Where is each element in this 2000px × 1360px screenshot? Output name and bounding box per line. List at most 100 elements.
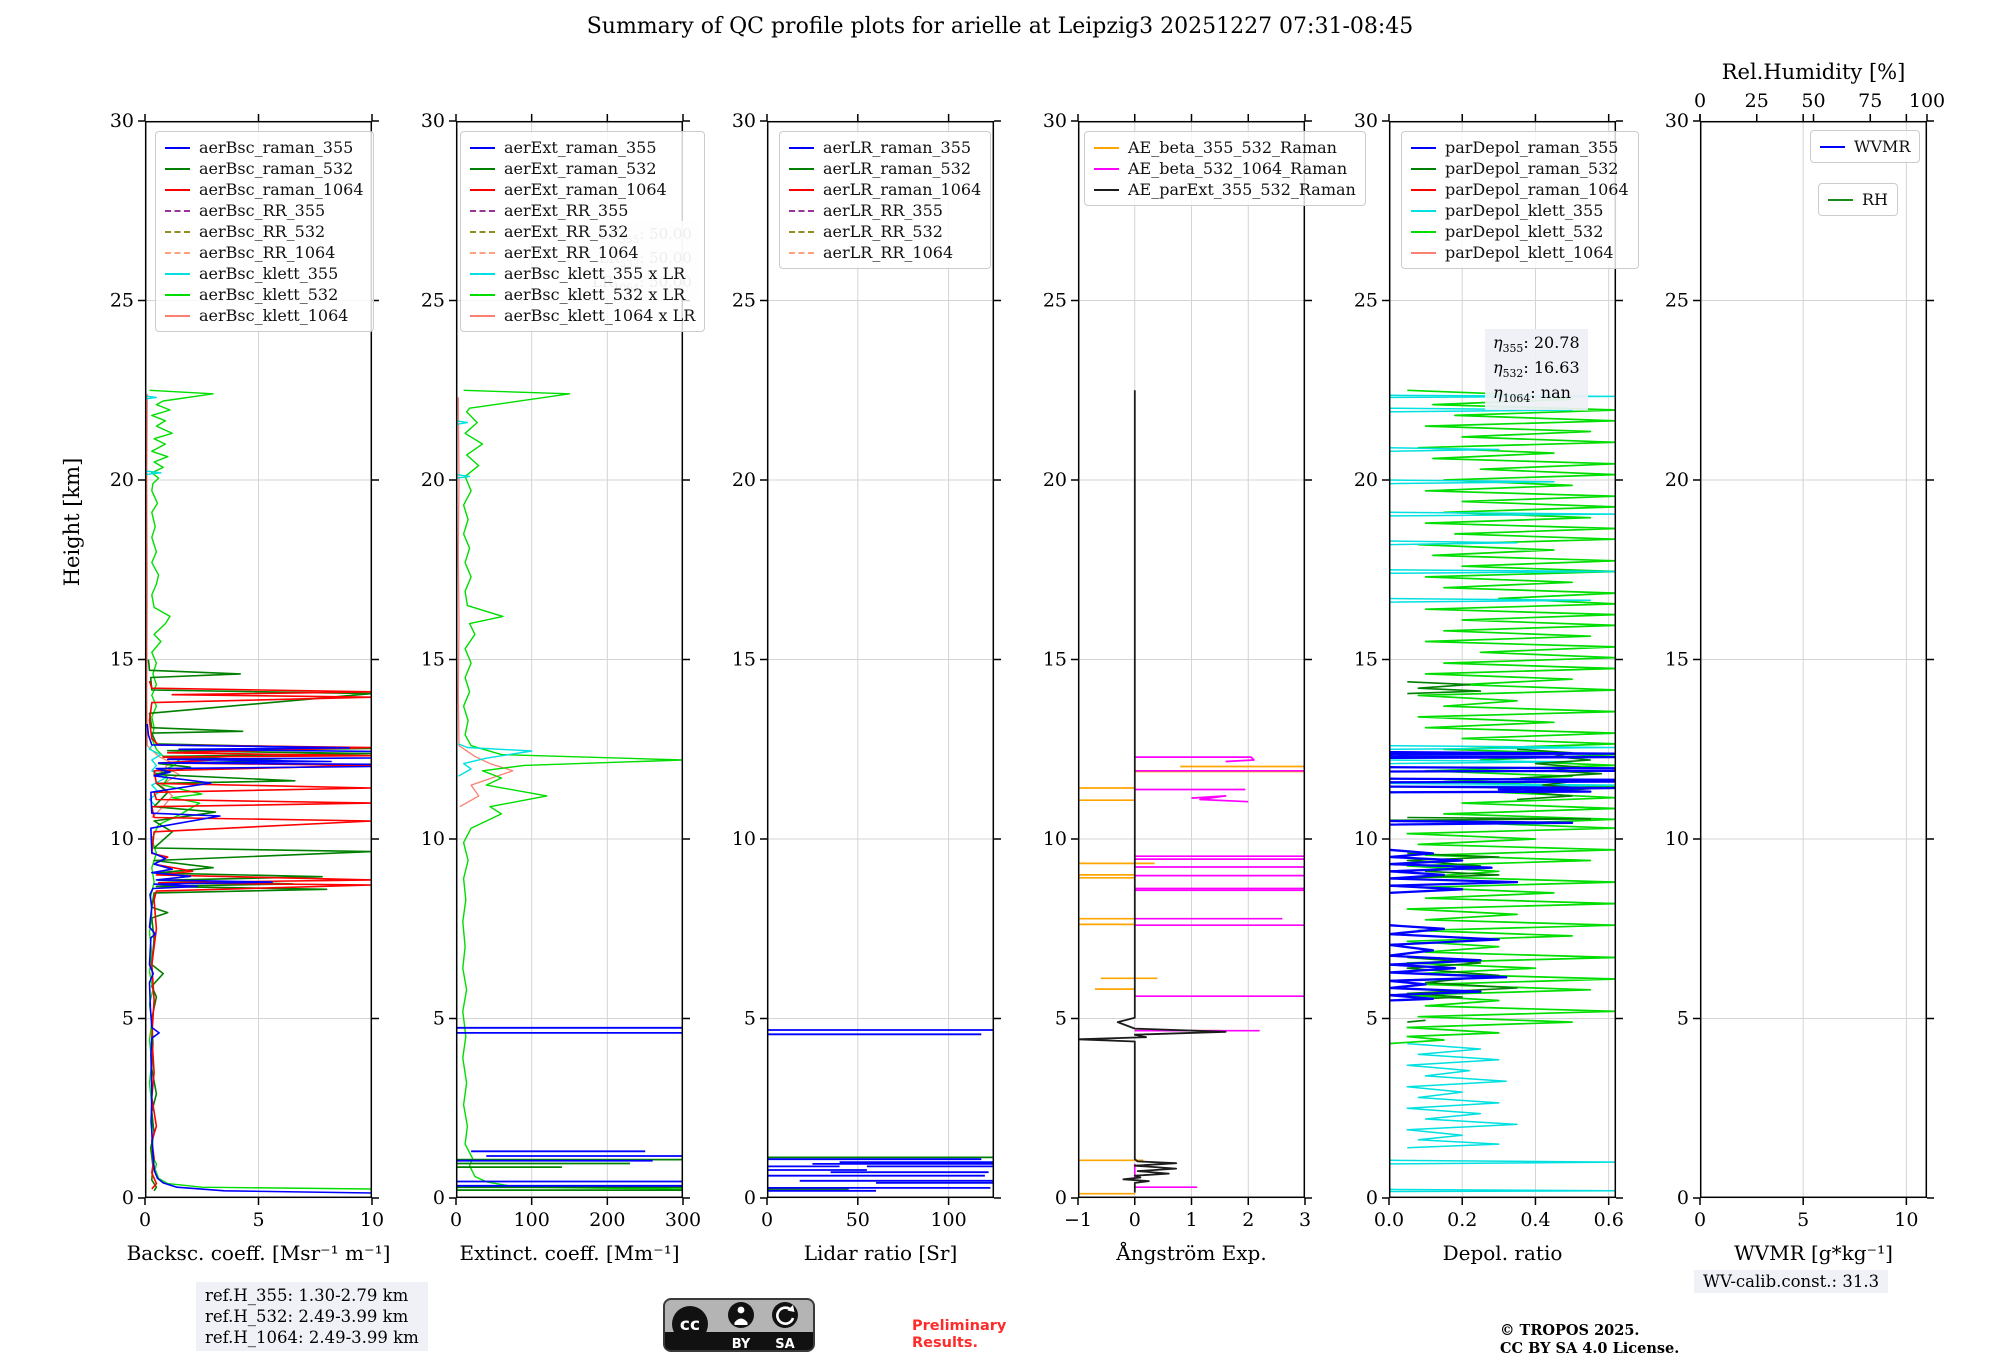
series-aerExt_raman_532 [456, 1158, 683, 1191]
legend-item: WVMR [1820, 136, 1910, 157]
x-tick-label: 5 [252, 1209, 264, 1231]
y-tick-label: 25 [1354, 290, 1378, 312]
y-tick-label: 0 [433, 1187, 445, 1209]
series-aerBsc_klett_532 x LR [462, 389, 683, 1190]
y-tick-label: 20 [1354, 469, 1378, 491]
legend-line-sample [165, 251, 190, 254]
axes-frame [144, 120, 373, 1199]
y-tick-label: 20 [1665, 469, 1689, 491]
y-tick-label: 15 [421, 649, 445, 671]
legend-item: aerBsc_klett_355 [165, 263, 364, 284]
legend-line-sample [165, 230, 190, 233]
person-icon [728, 1302, 754, 1328]
x-tick-label: 200 [589, 1209, 625, 1231]
legend-label: aerLR_raman_1064 [823, 180, 982, 199]
x-tick-label: 0 [1694, 1209, 1706, 1231]
legend-line-sample [165, 167, 190, 170]
y-tick-label: 25 [421, 290, 445, 312]
top-axis-tick-label: 25 [1745, 90, 1769, 112]
y-tick-label: 25 [732, 290, 756, 312]
y-tick-label: 5 [1677, 1008, 1689, 1030]
legend-label: parDepol_klett_1064 [1445, 243, 1614, 262]
legend-label: aerLR_RR_1064 [823, 243, 954, 262]
legend-label: aerExt_RR_532 [504, 222, 629, 241]
panel-extinction: 0 100 200 300 0 5 10 15 20 25 30 Extinct. coeff. [M… [421, 110, 706, 1265]
legend-line-sample [470, 293, 495, 296]
series-aerLR_raman_532 [767, 1156, 994, 1190]
y-tick-label: 0 [744, 1187, 756, 1209]
series-parDepol_klett_532 [1389, 389, 1616, 1045]
y-tick-label: 30 [110, 110, 134, 132]
x-axis-label-angstrom: Ångström Exp. [1115, 1240, 1266, 1265]
top-axis-tick-label: 75 [1858, 90, 1882, 112]
legend-label: aerBsc_raman_355 [199, 138, 354, 157]
panel-angstrom: −1 0 1 2 3 0 5 10 15 20 25 30 Ångström Exp. AE_beta_3… [1043, 110, 1366, 1265]
legend-line-sample [1094, 167, 1119, 170]
legend-line-sample [789, 188, 814, 191]
x-tick-label: 0 [1129, 1209, 1141, 1231]
legend-item: aerExt_raman_532 [470, 158, 695, 179]
legend-line-sample [1411, 188, 1436, 191]
series-parDepol_klett_355 [1389, 394, 1616, 1193]
legend-label: aerBsc_raman_532 [199, 159, 354, 178]
legend-item: aerBsc_raman_532 [165, 158, 364, 179]
legend-item: parDepol_klett_1064 [1411, 242, 1629, 263]
wvmr-legend: WVMR [1810, 130, 1921, 163]
reference-heights-note: ref.H_355: 1.30-2.79 km ref.H_532: 2.49-… [196, 1282, 428, 1352]
y-tick-label: 15 [1043, 649, 1067, 671]
legend-item: aerBsc_klett_532 [165, 284, 364, 305]
y-tick-label: 25 [110, 290, 134, 312]
y-tick-label: 30 [421, 110, 445, 132]
lidar_ratio-plot-area: 0 50 100 0 5 10 15 20 25 30 Lidar ratio [Sr] [732, 110, 1001, 1265]
legend-item: parDepol_raman_355 [1411, 137, 1629, 158]
legend-line-sample [1411, 251, 1436, 254]
series-aerLR_raman_355 [767, 1029, 994, 1192]
legend-item: AE_beta_355_532_Raman [1094, 137, 1356, 158]
copyright-line-1: © TROPOS 2025. [1500, 1322, 1640, 1339]
legend-label: aerLR_RR_355 [823, 201, 943, 220]
axes-frame [1077, 120, 1306, 1199]
legend-item: parDepol_raman_1064 [1411, 179, 1629, 200]
preliminary-line-2: Results. [912, 1335, 978, 1352]
note-line: η355: 20.78 [1493, 333, 1580, 356]
legend-item: aerBsc_RR_355 [165, 200, 364, 221]
y-tick-label: 30 [732, 110, 756, 132]
y-tick-label: 30 [1043, 110, 1067, 132]
y-tick-label: 20 [110, 469, 134, 491]
y-tick-label: 30 [1354, 110, 1378, 132]
copyright-line-2: CC BY SA 4.0 License. [1500, 1340, 1680, 1358]
depol-plot-area: 0.0 0.2 0.4 0.6 0 5 10 15 20 25 30 Depol. ratio [1354, 110, 1624, 1265]
legend-label: aerExt_RR_1064 [504, 243, 639, 262]
x-tick-label: 5 [1797, 1209, 1809, 1231]
y-tick-label: 20 [421, 469, 445, 491]
legend-line-sample [165, 146, 190, 149]
y-tick-label: 0 [1677, 1187, 1689, 1209]
wv-calibration-note: WV-calib.const.: 31.3 [1694, 1270, 1889, 1293]
y-tick-label: 25 [1043, 290, 1067, 312]
y-tick-label: 10 [110, 828, 134, 850]
legend-line-sample [165, 188, 190, 191]
legend-item: aerBsc_klett_532 x LR [470, 284, 695, 305]
badge-sa-label: SA [775, 1337, 794, 1352]
y-tick-label: 10 [1665, 828, 1689, 850]
legend-line-sample [789, 209, 814, 212]
angstrom-legend: AE_beta_355_532_Raman AE_beta_532_1064_Ra… [1084, 131, 1366, 206]
legend-label: aerExt_RR_355 [504, 201, 629, 220]
x-tick-label: −1 [1064, 1209, 1092, 1231]
legend-line-sample [470, 167, 495, 170]
x-tick-label: 0.6 [1594, 1209, 1624, 1231]
x-tick-label: 300 [665, 1209, 701, 1231]
y-tick-label: 15 [110, 649, 134, 671]
x-tick-label: 0.0 [1374, 1209, 1404, 1231]
legend-label: aerBsc_RR_532 [199, 222, 326, 241]
legend-label: parDepol_raman_355 [1445, 138, 1619, 157]
legend-label: aerBsc_RR_1064 [199, 243, 336, 262]
x-tick-label: 50 [846, 1209, 870, 1231]
y-tick-label: 0 [1366, 1187, 1378, 1209]
x-axis-label-backscatter: Backsc. coeff. [Msr⁻¹ m⁻¹] [127, 1241, 391, 1265]
legend-line-sample [470, 230, 495, 233]
lidar_ratio-legend: aerLR_raman_355 aerLR_raman_532 aerLR_rama… [779, 131, 992, 269]
y-axis-label: Height [km] [60, 457, 84, 587]
